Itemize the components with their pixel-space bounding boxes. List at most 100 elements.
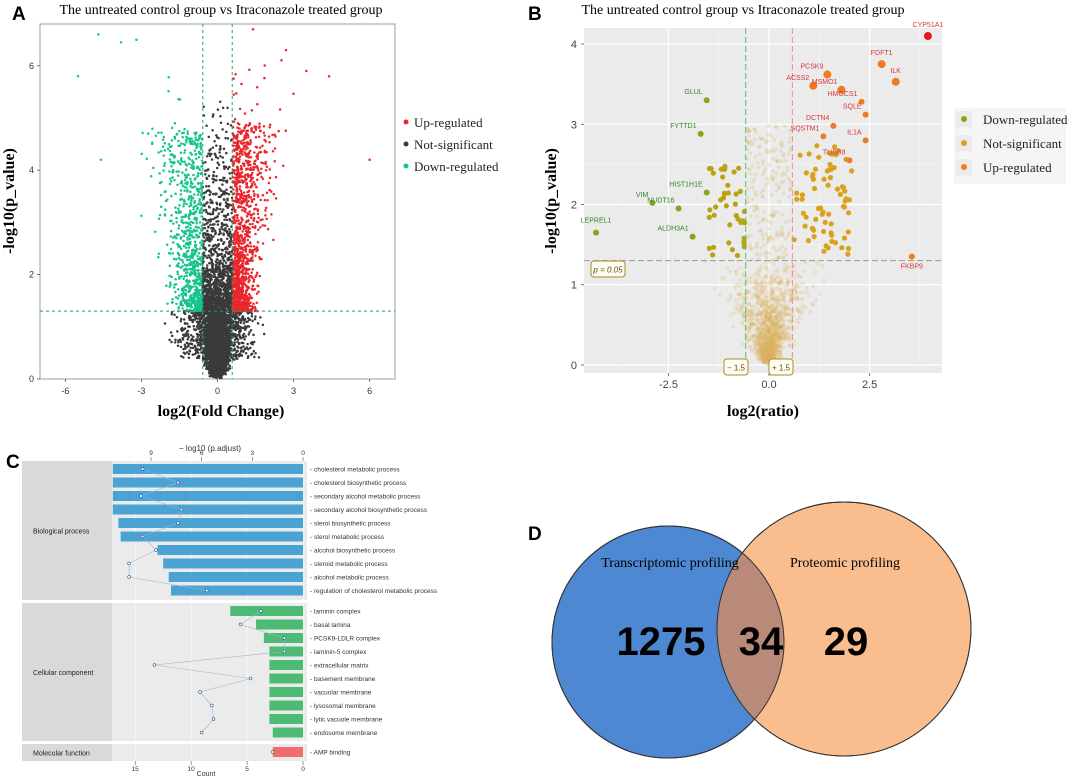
not-significant-point [221,248,225,252]
not-significant-point [209,248,213,251]
not-significant-point [218,296,221,299]
not-significant-point [191,353,195,356]
not-significant-point [218,299,221,303]
not-significant-point [219,262,222,265]
not-significant-point [225,130,228,134]
not-significant-point [217,307,220,310]
not-significant-point [212,207,215,211]
not-significant-point [238,335,242,339]
not-significant-point [222,232,225,235]
not-significant-point [233,348,237,352]
not-significant-point [248,318,252,321]
up-regulated-point [258,122,261,125]
not-significant-point [221,265,225,268]
not-significant-point [223,198,226,201]
up-regulated-point [254,254,257,258]
not-significant-point [229,354,233,358]
not-significant-point [220,299,223,302]
not-significant-point [246,356,250,360]
not-significant-point [225,295,228,299]
not-significant-point [218,151,221,154]
not-significant-point [241,341,245,345]
not-significant-point [226,233,230,237]
not-significant-point [219,202,222,205]
not-significant-point [203,277,207,281]
not-significant-point [214,331,218,335]
not-significant-point [209,312,212,315]
not-significant-point [234,354,238,358]
up-regulated-point [263,64,266,67]
not-significant-point [204,298,207,301]
not-significant-point [209,322,213,326]
not-significant-point [205,317,208,321]
not-significant-point [176,344,180,347]
not-significant-point [230,225,233,228]
not-significant-point [173,341,177,344]
not-significant-point [182,328,185,332]
not-significant-point [205,256,209,260]
not-significant-point [214,297,217,300]
not-significant-point [215,174,218,178]
not-significant-point [203,294,207,298]
not-significant-point [249,346,252,350]
not-significant-point [229,326,232,329]
not-significant-point [224,227,227,230]
not-significant-point [210,365,213,369]
not-significant-point [237,317,240,320]
not-significant-point [173,313,176,317]
not-significant-point [207,189,211,192]
not-significant-point [225,346,228,349]
not-significant-point [208,357,211,360]
not-significant-point [219,337,223,340]
not-significant-point [214,316,218,320]
not-significant-point [205,222,208,226]
not-significant-point [216,215,219,218]
not-significant-point [170,334,174,338]
not-significant-point [211,146,215,149]
not-significant-point [210,349,214,352]
up-regulated-point [262,131,266,135]
not-significant-point [204,169,207,172]
not-significant-point [203,240,206,243]
not-significant-point [215,268,219,271]
not-significant-point [210,355,213,359]
not-significant-point [207,174,211,178]
not-significant-point [197,321,201,324]
not-significant-point [181,337,184,340]
not-significant-point [183,321,187,325]
up-regulated-point [248,210,251,213]
not-significant-point [214,263,218,266]
not-significant-point [226,368,230,372]
not-significant-point [212,307,216,311]
not-significant-point [259,316,262,319]
up-regulated-point [280,58,283,62]
not-significant-point [218,178,222,182]
not-significant-point [192,325,196,328]
not-significant-point [261,323,265,327]
not-significant-point [210,235,214,239]
not-significant-point [229,268,232,272]
up-regulated-point [261,242,265,245]
not-significant-point [254,351,257,355]
up-regulated-point [261,194,265,197]
not-significant-point [194,345,197,349]
not-significant-point [218,148,222,151]
not-significant-point [204,202,208,205]
not-significant-point [224,192,227,195]
not-significant-point [213,337,216,341]
not-significant-point [251,343,254,346]
not-significant-point [219,288,223,292]
not-significant-point [205,177,209,180]
not-significant-point [206,212,210,215]
not-significant-point [220,366,224,370]
not-significant-point [211,115,215,118]
up-regulated-point [232,77,235,80]
not-significant-point [189,342,192,345]
not-significant-point [210,252,213,255]
not-significant-point [217,163,221,166]
not-significant-point [192,314,196,317]
not-significant-point [205,155,209,158]
not-significant-point [250,314,254,318]
not-significant-point [219,279,222,282]
not-significant-point [179,317,183,321]
